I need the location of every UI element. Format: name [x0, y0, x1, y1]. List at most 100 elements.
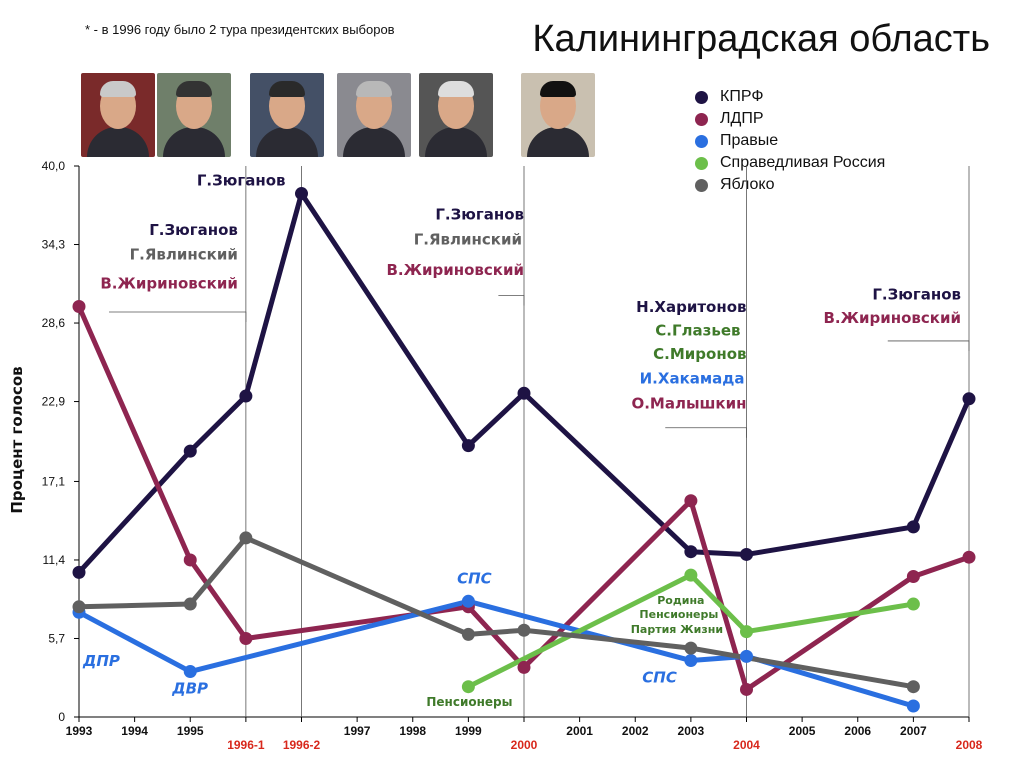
chart-annotation: ДПР [82, 652, 120, 670]
data-point [906, 520, 920, 534]
data-point [906, 699, 920, 713]
legend-marker [695, 112, 708, 126]
page-title: Калининградская область [532, 18, 990, 60]
chart-annotation: ДВР [171, 680, 208, 698]
data-point [517, 660, 531, 674]
chart-annotation: СПС [457, 569, 492, 587]
chart-annotation: Г.Зюганов [149, 221, 238, 239]
chart-annotation: Г.Зюганов [197, 171, 286, 189]
data-point [461, 680, 475, 694]
data-point [740, 682, 753, 696]
x-tick-label: 1995 [177, 724, 204, 738]
x-tick-label: 2003 [678, 724, 705, 738]
series-line [76, 191, 972, 575]
data-point [684, 568, 698, 582]
chart-annotation: Родина [657, 594, 704, 607]
y-tick-label: 5,7 [48, 631, 65, 645]
x-tick-label: 2008 [956, 738, 983, 752]
legend-item: ЛДПР [695, 108, 885, 130]
legend-item: Справедливая Россия [695, 152, 885, 174]
data-point [72, 565, 86, 579]
photo-yavlinsky-2 [250, 73, 324, 157]
data-point [72, 600, 86, 614]
x-tick-label: 2001 [566, 724, 593, 738]
leader-line [887, 340, 970, 351]
chart-annotation: В.Жириновский [823, 309, 961, 327]
leader-line [665, 427, 747, 438]
chart-annotation: Пенсионеры [639, 608, 718, 621]
data-point [183, 444, 197, 458]
photo-zyuganov [81, 73, 155, 157]
series-line [76, 535, 916, 690]
data-point [684, 545, 698, 559]
photo-malyshkin [419, 73, 493, 157]
data-point [72, 300, 86, 314]
photo-khakamada [521, 73, 595, 157]
data-point [962, 550, 976, 564]
data-point [740, 649, 753, 663]
data-point [906, 680, 920, 694]
y-tick-label: 17,1 [42, 474, 66, 488]
y-tick-label: 0 [58, 710, 65, 724]
x-tick-label: 1994 [121, 724, 148, 738]
legend-item: Правые [695, 130, 885, 152]
data-point [684, 654, 698, 668]
chart-annotation: Н.Харитонов [636, 298, 746, 316]
legend-label: КПРФ [720, 88, 764, 105]
data-point [906, 597, 920, 611]
chart-annotation: Г.Явлинский [130, 246, 238, 264]
x-tick-label: 1996-1 [227, 738, 265, 752]
series-line [465, 572, 916, 690]
x-tick-label: 1996-2 [283, 738, 321, 752]
chart-annotation: СПС [642, 669, 677, 687]
x-tick-label: 2005 [789, 724, 816, 738]
footnote: * - в 1996 году было 2 тура президентски… [85, 22, 395, 37]
data-point [461, 439, 475, 453]
legend-marker [695, 134, 708, 148]
chart-annotation: С.Миронов [653, 345, 746, 363]
chart-annotation: И.Хакамада [640, 370, 745, 388]
y-tick-label: 28,6 [42, 316, 66, 330]
x-tick-label: 2004 [733, 738, 760, 752]
legend-marker [695, 156, 708, 170]
x-tick-label: 2000 [511, 738, 538, 752]
chart-annotation: О.Малышкин [631, 394, 746, 412]
leader-line [109, 311, 247, 323]
y-tick-label: 34,3 [42, 238, 66, 252]
data-point [906, 569, 920, 583]
y-tick-label: 22,9 [42, 395, 66, 409]
data-point [740, 547, 753, 561]
chart-annotation: Партия Жизни [631, 623, 723, 636]
data-point [517, 623, 531, 637]
legend-item: Яблоко [695, 174, 885, 196]
x-tick-label: 1999 [455, 724, 482, 738]
chart-annotation: В.Жириновский [100, 275, 238, 293]
chart-annotation: Г.Зюганов [435, 206, 524, 224]
data-point [740, 625, 753, 639]
legend-label: Правые [720, 132, 779, 149]
data-point [461, 627, 475, 641]
data-point [239, 631, 253, 645]
legend-label: Яблоко [720, 176, 775, 193]
data-point [183, 665, 197, 679]
x-tick-label: 1997 [344, 724, 371, 738]
x-tick-label: 2002 [622, 724, 649, 738]
data-point [183, 597, 197, 611]
legend-marker [695, 178, 708, 192]
chart-annotation: Г.Зюганов [872, 286, 961, 304]
y-tick-label: 11,4 [43, 553, 66, 567]
data-point [684, 641, 698, 655]
data-point [239, 389, 253, 403]
chart-annotation: Г.Явлинский [414, 231, 522, 249]
data-point [962, 392, 976, 406]
leader-line [498, 295, 525, 306]
legend-item: КПРФ [695, 86, 885, 108]
legend-label: ЛДПР [720, 110, 764, 127]
data-point [239, 531, 253, 545]
x-tick-label: 2006 [844, 724, 871, 738]
data-point [183, 553, 197, 567]
x-tick-label: 2007 [900, 724, 927, 738]
data-point [295, 187, 308, 201]
x-tick-label: 1998 [399, 724, 426, 738]
